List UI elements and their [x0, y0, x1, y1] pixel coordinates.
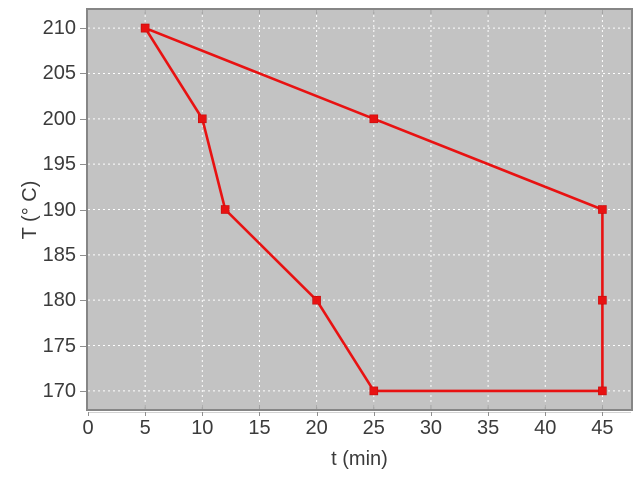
y-tick-mark: [80, 390, 86, 392]
x-tick-label: 45: [591, 417, 614, 439]
y-tick-mark: [80, 28, 86, 30]
data-point-marker[interactable]: [598, 295, 607, 305]
x-tick-label: 0: [82, 417, 94, 439]
y-tick-label: 175: [42, 334, 76, 357]
x-tick-label: 30: [419, 417, 443, 439]
data-point-marker[interactable]: [598, 386, 607, 396]
y-tick-mark: [80, 118, 86, 120]
y-tick-mark: [80, 300, 86, 302]
data-point-marker[interactable]: [198, 114, 207, 124]
x-tick-label: 40: [534, 417, 557, 439]
x-axis-baseline: [88, 412, 631, 413]
data-point-marker[interactable]: [312, 295, 321, 305]
data-point-marker[interactable]: [220, 205, 230, 214]
y-tick-mark: [80, 73, 86, 75]
x-tick-label: 20: [305, 417, 328, 439]
y-tick-label: 170: [42, 379, 76, 402]
x-tick-mark: [430, 412, 432, 416]
x-tick-label: 15: [248, 417, 271, 439]
y-axis-title: T (° C): [19, 180, 41, 240]
y-tick-mark: [80, 345, 86, 347]
x-tick-mark: [145, 412, 147, 416]
y-tick-mark: [80, 209, 86, 211]
plot-svg: [88, 10, 631, 409]
y-tick-label: 180: [42, 289, 76, 312]
x-axis-title: t (min): [331, 448, 388, 470]
plot-area[interactable]: [86, 8, 633, 411]
y-tick-label: 195: [42, 153, 76, 176]
y-tick-mark: [80, 164, 86, 166]
x-tick-mark: [545, 412, 547, 416]
y-tick-label: 205: [42, 62, 76, 85]
y-tick-label: 210: [42, 17, 76, 40]
x-tick-mark: [602, 412, 604, 416]
x-tick-mark: [259, 412, 261, 416]
y-tick-label: 185: [42, 243, 76, 266]
x-tick-label: 25: [362, 417, 385, 439]
y-tick-mark: [80, 254, 86, 256]
y-tick-label: 190: [42, 198, 76, 221]
data-point-marker[interactable]: [140, 23, 150, 33]
x-tick-mark: [316, 412, 318, 416]
series-line[interactable]: [144, 26, 604, 393]
x-tick-mark: [88, 412, 89, 416]
x-tick-label: 5: [139, 417, 151, 439]
x-tick-mark: [488, 412, 490, 416]
x-tick-label: 35: [476, 417, 500, 439]
y-tick-label: 200: [42, 107, 76, 130]
data-point-marker[interactable]: [598, 205, 607, 214]
data-point-marker[interactable]: [369, 114, 379, 124]
data-point-marker[interactable]: [369, 386, 379, 396]
x-tick-mark: [373, 412, 375, 416]
x-tick-mark: [202, 412, 204, 416]
x-tick-label: 10: [191, 417, 214, 439]
